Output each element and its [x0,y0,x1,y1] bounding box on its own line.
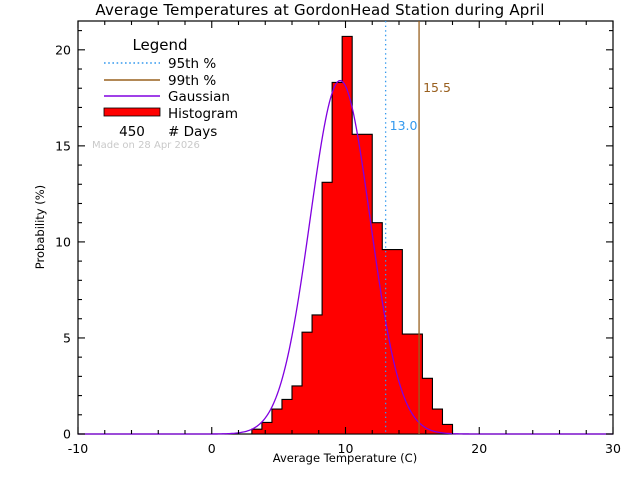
legend-count-value: 450 [119,124,145,140]
vline-label-p99: 15.5 [423,80,451,95]
gaussian-curve [78,79,613,435]
percentile-lines: 13.0 15.5 [384,21,451,434]
x-tick-label: 0 [208,441,216,456]
x-tick-label: 10 [338,441,354,456]
y-tick-label: 5 [63,330,71,345]
legend-count-label: # Days [168,124,217,140]
x-tick-label: -10 [68,441,88,456]
y-tick-label: 20 [55,42,71,57]
y-tick-label: 15 [55,138,71,153]
histogram-bars [251,35,454,435]
x-tick-label: 20 [471,441,487,456]
histogram-outline [251,35,454,435]
y-axis-title: Probability (%) [33,185,47,269]
axis-ticks [77,21,614,435]
y-tick-label: 10 [55,234,71,249]
x-axis-title: Average Temperature (C) [273,451,417,465]
watermark: Made on 28 Apr 2026 [92,140,200,151]
legend-label-99th: 99th % [168,73,216,89]
legend-label-histogram: Histogram [168,106,238,122]
legend-label-gaussian: Gaussian [168,89,230,105]
y-tick-label: 0 [63,427,71,442]
legend-swatch-histogram [103,107,161,117]
chart-title: Average Temperatures at GordonHead Stati… [95,1,545,19]
x-tick-label: 30 [605,441,621,456]
gaussian-polyline [78,79,613,435]
vline-label-p95: 13.0 [390,118,418,133]
legend-title: Legend [132,36,187,54]
legend-label-95th: 95th % [168,56,216,72]
legend: Legend 95th % 99th % Gaussian Histogram … [92,36,238,151]
